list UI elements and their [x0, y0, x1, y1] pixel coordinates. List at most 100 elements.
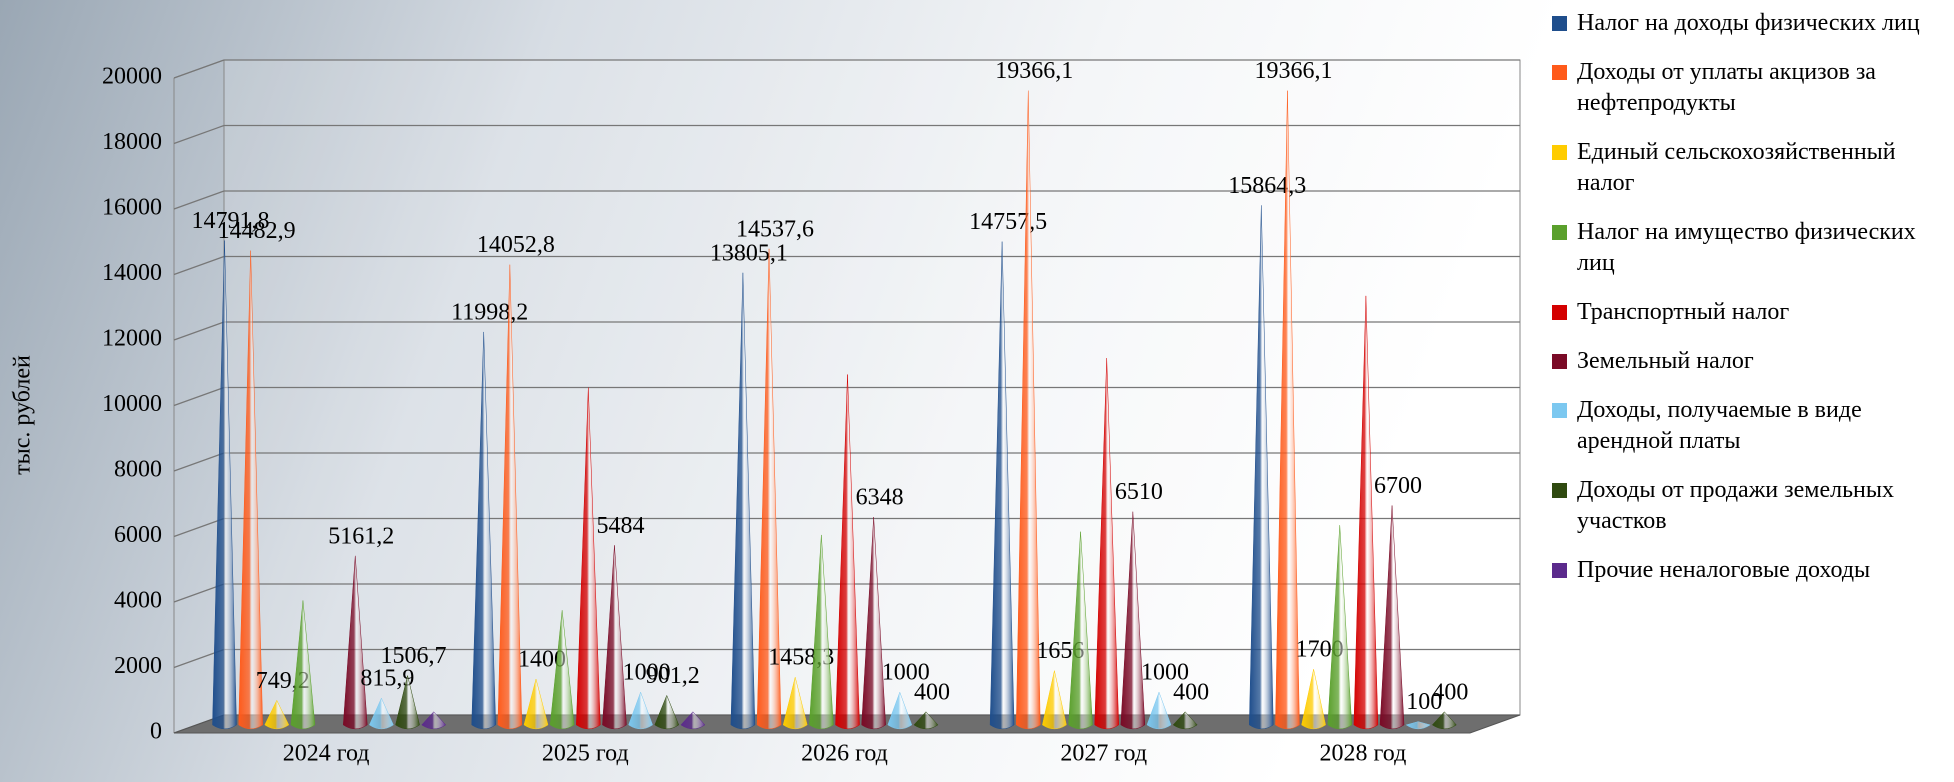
grid-line-side — [173, 517, 225, 538]
cone — [782, 677, 808, 730]
y-tick-label: 2000 — [114, 653, 162, 679]
y-axis-label: тыс. рублей — [10, 355, 36, 475]
legend-swatch — [1552, 305, 1567, 320]
legend-item: Доходы от продажи земельных участков — [1552, 475, 1948, 537]
legend-label: Доходы от уплаты акцизов за нефтепродукт… — [1577, 59, 1876, 116]
value-label: 19366,1 — [1254, 58, 1332, 84]
legend-item: Транспортный налог — [1552, 297, 1948, 328]
value-label: 14791,8 — [192, 208, 270, 234]
cone — [1068, 531, 1093, 730]
cone — [756, 248, 782, 730]
cone — [602, 545, 627, 730]
legend-swatch — [1552, 145, 1567, 160]
cone — [1353, 295, 1379, 730]
x-tick-label: 2025 год — [542, 741, 629, 767]
cone — [1301, 669, 1326, 730]
value-label: 400 — [1432, 679, 1468, 705]
cone — [290, 600, 316, 730]
cone — [989, 241, 1015, 730]
grid-line-side — [173, 190, 225, 210]
cone — [212, 240, 237, 730]
cone — [1275, 90, 1300, 730]
legend-label: Транспортный налог — [1577, 299, 1790, 325]
value-label: 14757,5 — [969, 209, 1047, 235]
cone — [471, 331, 496, 730]
value-label: 13805,1 — [710, 240, 788, 266]
value-label: 5484 — [596, 513, 644, 539]
grid-line-side — [173, 321, 225, 341]
cone — [913, 711, 939, 730]
legend-label: Налог на имущество физических лиц — [1577, 219, 1916, 276]
cone — [809, 534, 834, 730]
legend-label: Прочие неналоговые доходы — [1577, 557, 1871, 583]
cone — [1042, 670, 1067, 730]
value-label: 14482,9 — [218, 218, 296, 244]
grid-line-side — [173, 386, 225, 407]
cone — [1120, 511, 1146, 730]
cone — [342, 555, 368, 730]
value-label: 1000 — [882, 660, 930, 686]
y-tick-label: 20000 — [102, 64, 162, 90]
cone — [1327, 525, 1353, 730]
x-tick-label: 2027 год — [1060, 741, 1147, 767]
cone — [835, 374, 860, 730]
cone — [680, 711, 706, 730]
legend-label: Доходы, получаемые в виде арендной платы — [1577, 397, 1862, 454]
value-label: 901,2 — [646, 663, 700, 689]
legend-swatch — [1552, 563, 1567, 578]
cone — [654, 694, 680, 730]
cone — [1379, 505, 1405, 730]
value-label: 1506,7 — [381, 643, 447, 669]
legend-item: Единый сельскохозяйственный налог — [1552, 137, 1948, 199]
cone — [628, 691, 653, 730]
cone — [1431, 711, 1457, 730]
value-label: 400 — [1173, 679, 1209, 705]
cone — [549, 610, 575, 730]
cone — [395, 675, 420, 730]
value-label: 6348 — [856, 485, 904, 511]
value-label: 1000 — [623, 660, 671, 686]
y-tick-label: 14000 — [102, 260, 162, 286]
value-label: 6700 — [1374, 473, 1422, 499]
value-label: 19366,1 — [995, 58, 1073, 84]
value-label: 5161,2 — [328, 523, 394, 549]
cone — [238, 250, 263, 730]
cone — [887, 691, 913, 730]
legend-swatch — [1552, 225, 1567, 240]
legend-item: Прочие неналоговые доходы — [1552, 555, 1948, 586]
y-tick-label: 8000 — [114, 457, 162, 483]
value-label: 400 — [914, 679, 950, 705]
legend-label: Доходы от продажи земельных участков — [1577, 477, 1894, 534]
grid-line-side — [173, 452, 225, 472]
value-label: 14537,6 — [736, 216, 814, 242]
cone — [1405, 721, 1431, 730]
legend-swatch — [1552, 483, 1567, 498]
value-label: 1000 — [1141, 660, 1189, 686]
value-label: 100 — [1406, 689, 1442, 715]
value-label: 11998,2 — [451, 299, 528, 325]
legend-item: Доходы, получаемые в виде арендной платы — [1552, 395, 1948, 457]
legend-label: Единый сельскохозяйственный налог — [1577, 139, 1896, 196]
y-tick-label: 16000 — [102, 195, 162, 221]
y-tick-label: 18000 — [102, 129, 162, 155]
y-tick-label: 10000 — [102, 391, 162, 417]
x-tick-label: 2028 год — [1320, 741, 1407, 767]
legend-swatch — [1552, 354, 1567, 369]
cone — [1015, 90, 1041, 730]
cone — [1094, 358, 1119, 730]
cone — [576, 387, 601, 730]
cone — [1249, 205, 1274, 730]
y-tick-label: 6000 — [114, 522, 162, 548]
grid-line-side — [173, 124, 225, 145]
y-tick-label: 4000 — [114, 588, 162, 614]
legend-item: Земельный налог — [1552, 346, 1948, 377]
grid-line-side — [173, 255, 225, 276]
y-tick-label: 0 — [150, 719, 162, 745]
legend-label: Налог на доходы физических лиц — [1577, 10, 1920, 36]
cone — [369, 697, 394, 730]
legend-swatch — [1552, 403, 1567, 418]
cone — [730, 272, 756, 730]
cone — [861, 516, 886, 730]
